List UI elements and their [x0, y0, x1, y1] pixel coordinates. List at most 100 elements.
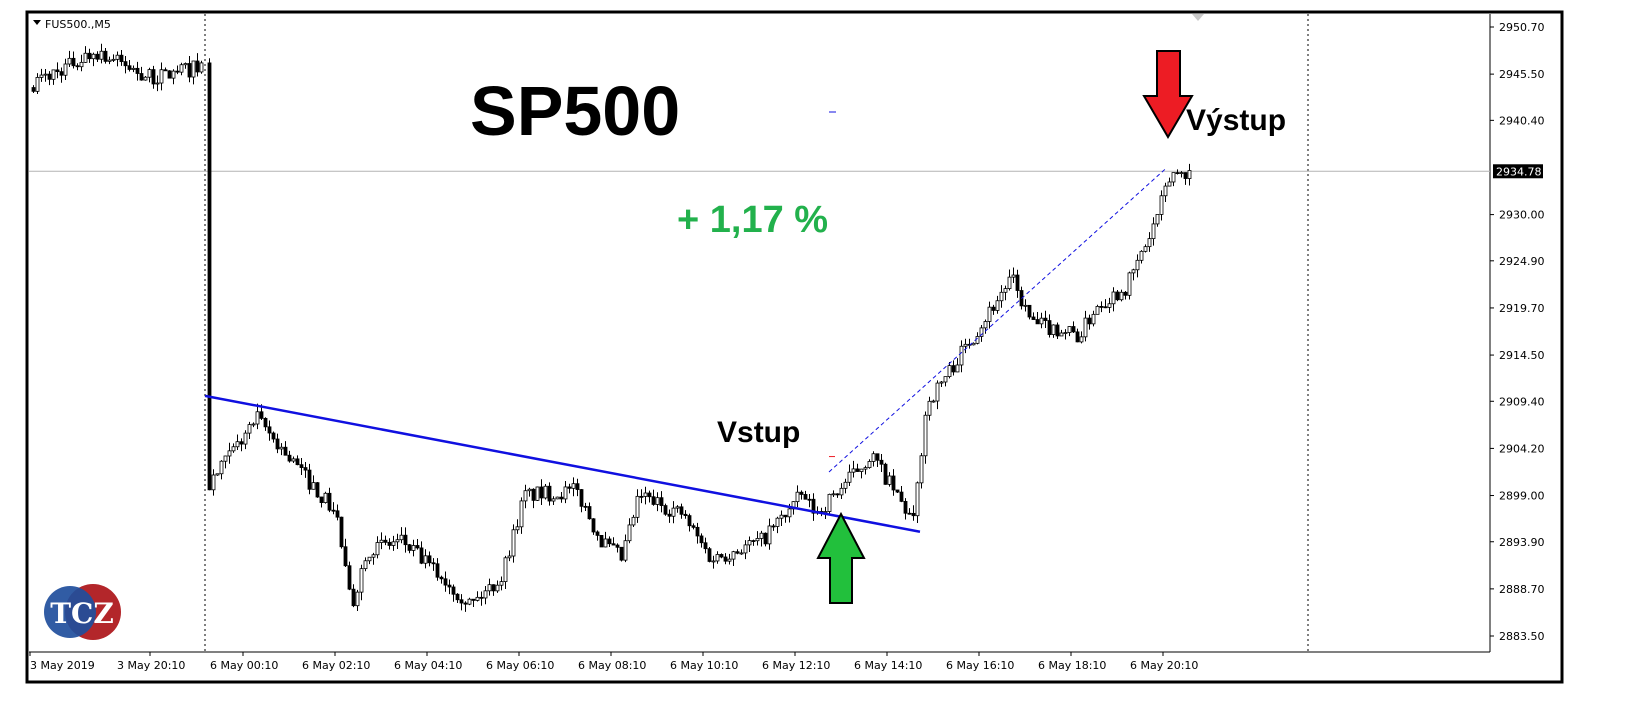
candle: [267, 420, 272, 441]
candle: [103, 47, 108, 64]
candle: [795, 485, 800, 508]
candle: [119, 50, 124, 66]
change-percent-label: + 1,17 %: [677, 199, 828, 241]
candle: [1167, 177, 1172, 187]
candle: [51, 69, 56, 85]
candle: [571, 477, 576, 497]
candle: [691, 523, 696, 530]
candle: [699, 533, 704, 548]
candle: [1071, 321, 1076, 333]
projection-line[interactable]: [828, 168, 1166, 473]
candle: [243, 430, 248, 450]
candle: [935, 380, 940, 410]
candle: [107, 56, 112, 65]
candle: [263, 417, 268, 431]
candle: [875, 453, 880, 468]
candle: [775, 516, 780, 534]
candle: [1043, 310, 1048, 329]
candle: [1011, 267, 1016, 283]
candle: [1103, 299, 1108, 309]
candle: [851, 460, 856, 478]
candle: [1139, 250, 1144, 264]
candle: [591, 518, 596, 535]
candle: [1015, 269, 1020, 298]
candle: [1123, 291, 1128, 300]
candle: [995, 295, 1000, 314]
candle: [1175, 169, 1180, 175]
candle: [379, 532, 384, 550]
symbol-dropdown-icon[interactable]: [33, 20, 41, 25]
y-tick-label: 2899.00: [1499, 490, 1545, 503]
candle: [447, 579, 452, 595]
x-tick-label: 6 May 14:10: [854, 659, 922, 672]
exit-label: Výstup: [1186, 104, 1286, 137]
tcz-logo: TCZ: [44, 584, 121, 640]
candle: [307, 463, 312, 495]
current-price-label: 2934.78: [1496, 165, 1542, 178]
candle: [923, 411, 928, 464]
y-tick-label: 2930.00: [1499, 209, 1545, 222]
candle: [1055, 322, 1060, 339]
candle: [987, 301, 992, 329]
candle: [1143, 244, 1148, 253]
candle: [915, 481, 920, 523]
candle: [679, 503, 684, 519]
candle: [955, 358, 960, 373]
candle: [747, 536, 752, 552]
candle: [839, 483, 844, 499]
candle: [559, 491, 564, 503]
candle: [539, 479, 544, 506]
descending-trendline[interactable]: [204, 394, 921, 534]
candle: [1147, 232, 1152, 252]
candle: [143, 75, 148, 81]
entry-arrow-icon: [816, 511, 866, 604]
candle: [859, 468, 864, 479]
candle: [487, 578, 492, 596]
candle: [131, 65, 136, 73]
candle: [1159, 190, 1164, 221]
candle: [235, 434, 240, 450]
candle: [939, 380, 944, 387]
candle: [903, 498, 908, 520]
candle: [363, 557, 368, 572]
candlestick-series: [31, 43, 1192, 612]
candle: [1127, 271, 1132, 300]
chart-shift-marker[interactable]: [1192, 14, 1204, 21]
y-tick-label: 2909.40: [1499, 395, 1545, 408]
y-tick-label: 2888.70: [1499, 583, 1545, 596]
candle: [511, 524, 516, 563]
candle: [763, 532, 768, 547]
x-tick-label: 6 May 20:10: [1130, 659, 1198, 672]
candle: [179, 62, 184, 76]
candle: [675, 505, 680, 513]
candle: [303, 462, 308, 478]
candle: [443, 571, 448, 592]
candle: [99, 43, 104, 64]
candle: [139, 66, 144, 81]
x-tick-label: 6 May 16:10: [946, 659, 1014, 672]
candle: [547, 482, 552, 506]
candle: [891, 469, 896, 496]
candle: [639, 489, 644, 504]
candle: [1155, 214, 1160, 227]
candle: [863, 465, 868, 475]
candle: [327, 487, 332, 513]
candle: [727, 553, 732, 565]
candle: [551, 496, 556, 505]
candle: [887, 472, 892, 487]
y-tick-label: 2914.50: [1499, 349, 1545, 362]
candle: [367, 556, 372, 565]
candle: [827, 493, 832, 515]
candle: [607, 536, 612, 548]
candle: [255, 403, 260, 430]
candle: [1023, 299, 1028, 312]
candle: [415, 539, 420, 550]
x-tick-label: 6 May 08:10: [578, 659, 646, 672]
candle: [135, 61, 140, 81]
candle: [631, 514, 636, 528]
candle: [523, 484, 528, 509]
candle: [1131, 268, 1136, 281]
candle: [567, 483, 572, 494]
candle: [619, 546, 624, 562]
candle: [759, 530, 764, 547]
